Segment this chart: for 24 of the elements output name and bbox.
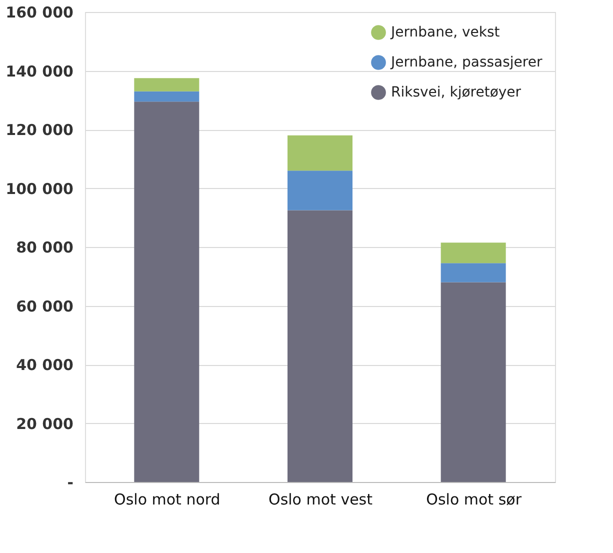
bar xyxy=(134,91,200,102)
y-tick-label: 100 000 xyxy=(6,180,74,198)
y-tick-label: 60 000 xyxy=(16,297,74,316)
bar xyxy=(288,210,352,482)
y-tick-label: 120 000 xyxy=(6,121,74,139)
x-tick-label: Oslo mot vest xyxy=(268,490,373,508)
legend-label: Jernbane, passasjerer xyxy=(390,54,542,70)
bar xyxy=(440,263,506,282)
bar xyxy=(134,102,200,482)
bar xyxy=(288,135,352,171)
bar xyxy=(440,282,506,482)
y-tick-label: 20 000 xyxy=(16,414,74,433)
y-tick-label: 80 000 xyxy=(16,238,74,256)
legend-label: Riksvei, kjøretøyer xyxy=(391,84,522,100)
y-tick-label: - xyxy=(67,474,74,492)
bar xyxy=(440,242,506,264)
x-tick-label: Oslo mot nord xyxy=(114,490,220,508)
y-tick-label: 140 000 xyxy=(6,62,74,80)
legend-label: Jernbane, vekst xyxy=(390,24,500,40)
x-tick-label: Oslo mot sør xyxy=(426,490,522,508)
y-tick-label: 160 000 xyxy=(6,4,74,22)
y-tick-label: 40 000 xyxy=(16,356,74,374)
bar xyxy=(288,170,352,210)
bar xyxy=(134,78,200,92)
